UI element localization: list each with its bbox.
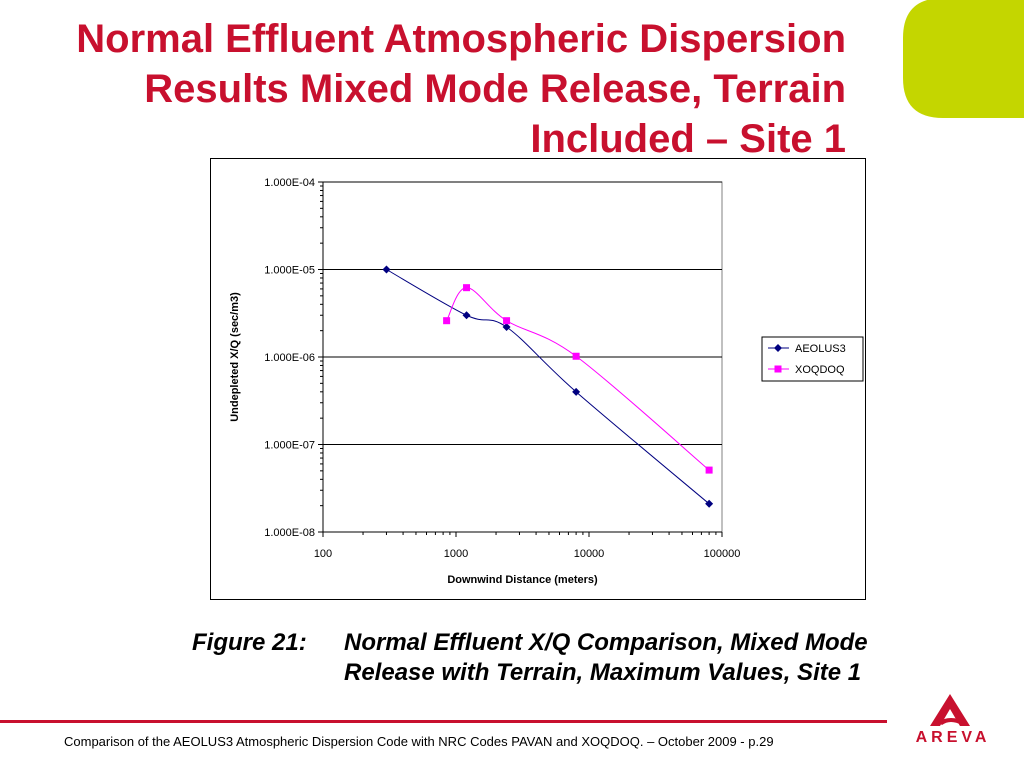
footer-divider	[0, 720, 887, 723]
data-point-xoqdoq	[443, 317, 451, 325]
y-tick-label: 1.000E-06	[264, 352, 315, 364]
data-point-aeolus3	[502, 323, 511, 332]
y-axis-title: Undepleted X/Q (sec/m3)	[229, 292, 241, 422]
data-point-aeolus3	[462, 311, 471, 320]
chart-area: 1.000E-08 1.000E-07 1.000E-06 1.000E-05 1.00…	[210, 158, 866, 600]
y-tick-label: 1.000E-08	[264, 527, 315, 539]
legend-marker-aeolus3	[774, 344, 782, 352]
data-point-xoqdoq	[503, 317, 511, 325]
legend-label-xoqdoq: XOQDOQ	[795, 364, 845, 376]
decorative-leaf-shape	[903, 0, 1024, 118]
caption-line-1: Normal Effluent X/Q Comparison, Mixed Mo…	[344, 629, 868, 656]
data-point-xoqdoq	[705, 466, 713, 474]
footer-text: Comparison of the AEOLUS3 Atmospheric Di…	[64, 734, 774, 749]
data-point-xoqdoq	[463, 284, 471, 292]
areva-logo-icon	[930, 694, 970, 726]
y-tick-label: 1.000E-04	[264, 177, 315, 189]
slide-title-line-2: Results Mixed Mode Release, Terrain	[144, 67, 846, 111]
legend-marker-xoqdoq	[774, 365, 782, 373]
slide-title-line-3: Included – Site 1	[530, 117, 846, 161]
x-tick-label: 100000	[704, 548, 741, 560]
y-tick-label: 1.000E-07	[264, 440, 315, 452]
data-point-xoqdoq	[572, 352, 580, 360]
chart-svg: 1.000E-08 1.000E-07 1.000E-06 1.000E-05 1.00…	[229, 177, 864, 586]
legend-box	[761, 336, 864, 382]
slide-title-line-1: Normal Effluent Atmospheric Dispersion	[76, 17, 846, 61]
figure-caption: Figure 21: Normal Effluent X/Q Comparison…	[192, 628, 992, 688]
y-tick-label: 1.000E-05	[264, 265, 315, 277]
data-point-aeolus3	[382, 265, 391, 274]
caption-line-2: Release with Terrain, Maximum Values, Si…	[344, 659, 862, 686]
x-tick-label: 100	[314, 548, 332, 560]
areva-logo-text: AREVA	[915, 729, 991, 746]
x-tick-label: 1000	[444, 548, 468, 560]
data-point-aeolus3	[572, 387, 581, 396]
series-line-xoqdoq	[446, 287, 710, 471]
slide-title: Normal Effluent Atmospheric Dispersion R…	[26, 14, 846, 164]
x-axis-title: Downwind Distance (meters)	[447, 574, 598, 586]
figure-label: Figure 21:	[192, 629, 307, 656]
legend-label-aeolus3: AEOLUS3	[795, 343, 846, 355]
data-point-aeolus3	[705, 499, 714, 508]
series-line-aeolus3	[386, 269, 710, 505]
x-tick-label: 10000	[574, 548, 605, 560]
